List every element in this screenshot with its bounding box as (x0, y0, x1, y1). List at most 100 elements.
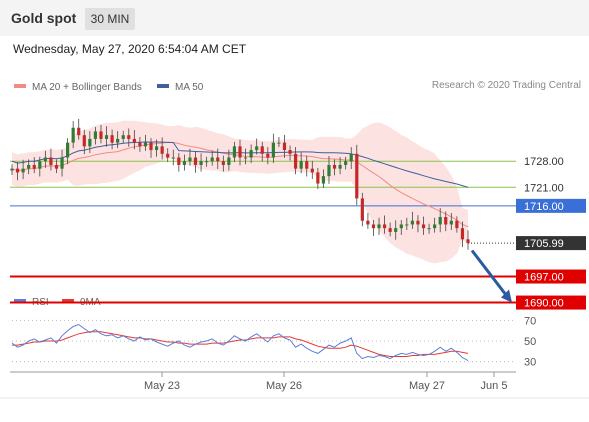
candle-body (188, 157, 192, 162)
level-label: 1690.00 (524, 298, 564, 310)
candle-body (104, 135, 109, 139)
candle-body (27, 164, 31, 169)
candle-body (99, 131, 103, 139)
candle-body (160, 146, 164, 154)
candle-body (210, 157, 214, 162)
candle-body (66, 142, 70, 158)
candle-body (171, 157, 175, 159)
candle-body (366, 220, 370, 225)
level-label: 1697.00 (524, 272, 564, 284)
candle-body (466, 239, 470, 244)
candle-body (238, 146, 242, 158)
legend-label: MA 20 + Bollinger Bands (32, 82, 142, 93)
candle-body (438, 217, 442, 225)
candle-body (21, 168, 25, 173)
candle-body (249, 150, 253, 158)
legend-swatch (14, 299, 26, 303)
level-label-box (516, 269, 586, 284)
candle-body (143, 142, 148, 147)
candle-body (255, 146, 259, 151)
candle-body (433, 224, 437, 229)
candle-body (38, 161, 42, 169)
candle-body (232, 146, 237, 158)
candle-body (149, 142, 153, 151)
candle-body (110, 135, 114, 143)
candle-body (321, 176, 326, 184)
bollinger-band (12, 120, 468, 264)
candle-body (60, 157, 64, 169)
candle-body (355, 153, 359, 199)
candle-body (349, 153, 353, 162)
candle-body (332, 164, 337, 169)
candle-body (338, 164, 342, 169)
candle-body (54, 164, 59, 169)
level-label: 1716.00 (524, 201, 564, 213)
candle-body (416, 220, 420, 225)
level-label: 1705.99 (524, 238, 564, 250)
x-tick-label: May 23 (144, 380, 180, 392)
candle-body (32, 164, 36, 169)
candle-body (15, 168, 20, 173)
candle-body (88, 138, 92, 147)
candle-body (410, 220, 414, 225)
x-tick-label: May 26 (266, 380, 302, 392)
candle-body (327, 164, 331, 177)
candle-body (271, 142, 275, 158)
candle-body (71, 127, 75, 143)
candle-body (227, 157, 231, 165)
candle-body (455, 220, 459, 229)
legend-swatch (157, 84, 169, 88)
rsi-tick-label: 30 (524, 357, 536, 369)
level-label-box (516, 295, 586, 310)
candle-body (460, 228, 465, 240)
candle-body (399, 224, 403, 229)
candle-body (305, 161, 309, 169)
candle-body (166, 153, 170, 158)
candle-body (182, 161, 186, 165)
candle-body (449, 220, 453, 225)
candle-body (49, 157, 53, 165)
candle-body (77, 127, 81, 136)
candle-body (82, 135, 86, 147)
candle-body (282, 142, 287, 151)
rsi-tick-label: 70 (524, 315, 536, 327)
candle-body (127, 135, 131, 139)
candle-body (394, 228, 398, 232)
instrument-title: Gold spot (11, 10, 77, 26)
candle-body (260, 146, 264, 154)
rsi-line (11, 323, 469, 362)
candle-body (444, 217, 448, 225)
candle-body (154, 146, 159, 151)
chart-credit: Research © 2020 Trading Central (431, 80, 581, 91)
candle-body (294, 153, 298, 169)
candle-body (221, 161, 225, 165)
candle-body (288, 150, 292, 154)
x-tick-label: Jun 5 (481, 380, 508, 392)
forecast-arrow-head (501, 289, 512, 303)
candle-body (316, 172, 320, 184)
forecast-arrow (470, 249, 510, 299)
candle-body (266, 153, 270, 158)
candle-body (388, 228, 392, 232)
x-tick-label: May 27 (409, 380, 445, 392)
legend-swatch (62, 299, 74, 303)
candle-body (360, 198, 364, 221)
candle-body (132, 138, 136, 143)
candle-body (43, 157, 47, 162)
candle-body (177, 157, 181, 165)
interval-button[interactable]: 30 MIN (85, 8, 135, 30)
candle-body (93, 131, 98, 139)
candle-body (371, 224, 376, 229)
candle-body (299, 161, 303, 169)
candle-body (138, 142, 142, 147)
candle-body (193, 157, 198, 165)
candle-body (121, 135, 125, 139)
rsi-ma-line (12, 331, 469, 357)
candle-body (277, 142, 281, 144)
chart-header: Gold spot 30 MIN (0, 0, 589, 36)
candle-body (116, 138, 120, 143)
candle-body (344, 161, 348, 165)
legend-swatch (14, 84, 26, 88)
rsi-tick-label: 50 (524, 336, 536, 348)
